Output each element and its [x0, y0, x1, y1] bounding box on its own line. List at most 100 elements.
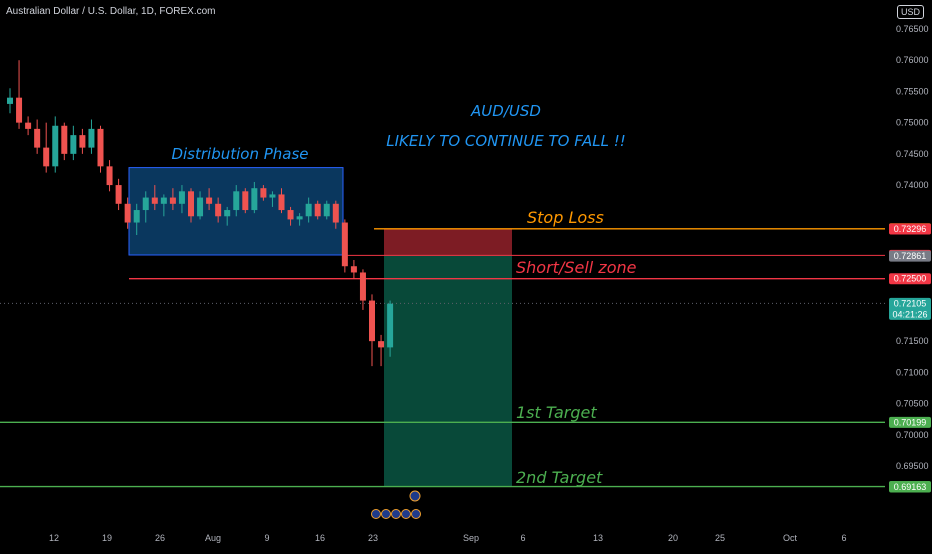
event-flag-icon[interactable] [409, 490, 421, 502]
candle-body[interactable] [79, 135, 86, 148]
x-tick-label: Oct [783, 533, 798, 543]
candle-body[interactable] [215, 203, 222, 217]
candle-body[interactable] [43, 147, 50, 167]
price-tag[interactable] [889, 297, 931, 320]
countdown-timer: 04:21:26 [892, 309, 927, 319]
x-tick-label: 12 [49, 533, 59, 543]
x-tick-label: 25 [715, 533, 725, 543]
candle-body[interactable] [169, 197, 176, 204]
stop-zone[interactable] [384, 228, 512, 256]
candle-body[interactable] [341, 222, 348, 267]
currency-badge[interactable]: USD [896, 5, 924, 19]
candle-body[interactable] [142, 197, 149, 211]
y-tick-label: 0.71000 [896, 367, 929, 377]
price-tag-value: 0.72105 [894, 298, 927, 308]
x-tick-label: 13 [593, 533, 603, 543]
price-tag[interactable] [889, 481, 931, 493]
candle-body[interactable] [25, 122, 32, 129]
x-tick-label: 26 [155, 533, 165, 543]
candle-body[interactable] [378, 341, 385, 348]
candle-body[interactable] [206, 197, 213, 204]
candle-body[interactable] [387, 303, 394, 348]
candle-body[interactable] [332, 203, 339, 223]
event-flag-icon[interactable] [411, 509, 421, 519]
candle-body[interactable] [197, 197, 204, 217]
candle-body[interactable] [296, 216, 303, 220]
candle-body[interactable] [314, 203, 321, 217]
x-tick-label: 20 [668, 533, 678, 543]
x-tick-label: Aug [205, 533, 221, 543]
candle-body[interactable] [151, 197, 158, 204]
price-tag[interactable] [889, 250, 931, 262]
candle-body[interactable] [269, 194, 276, 198]
candle-body[interactable] [260, 188, 267, 198]
sell-zone-label: Short/Sell zone [516, 258, 637, 277]
price-tag-value: 0.72861 [894, 251, 927, 261]
candle-body[interactable] [97, 128, 104, 167]
candle-body[interactable] [115, 185, 122, 204]
y-tick-label: 0.74500 [896, 149, 929, 159]
event-flag-icon[interactable] [401, 509, 411, 519]
candle-body[interactable] [70, 135, 77, 154]
y-tick-label: 0.70000 [896, 430, 929, 440]
candle-body[interactable] [88, 128, 95, 148]
price-tag-value: 0.70199 [894, 417, 927, 427]
candle-body[interactable] [61, 125, 68, 154]
candle-body[interactable] [224, 210, 231, 217]
price-tag[interactable] [889, 223, 931, 235]
x-tick-label: 23 [368, 533, 378, 543]
symbol-title: Australian Dollar / U.S. Dollar, 1D, FOR… [6, 6, 216, 17]
y-tick-label: 0.74000 [896, 180, 929, 190]
event-flag-icon[interactable] [381, 509, 391, 519]
candle-body[interactable] [16, 97, 23, 123]
candle-body[interactable] [124, 203, 131, 223]
x-tick-label: 9 [264, 533, 269, 543]
x-tick-label: 6 [520, 533, 525, 543]
x-tick-label: 19 [102, 533, 112, 543]
candle-body[interactable] [242, 191, 249, 211]
candle-body[interactable] [278, 194, 285, 211]
price-tag-value: 0.72500 [894, 274, 927, 284]
candle-body[interactable] [305, 203, 312, 217]
y-tick-label: 0.70500 [896, 399, 929, 409]
price-tag-value: 0.73296 [894, 224, 927, 234]
candle-body[interactable] [178, 191, 185, 204]
price-tag[interactable] [889, 273, 931, 285]
candle-body[interactable] [287, 210, 294, 220]
headline-pair: AUD/USD [470, 102, 541, 120]
x-tick-label: Sep [463, 533, 479, 543]
profit-zone[interactable] [384, 255, 512, 487]
candle-body[interactable] [52, 125, 59, 167]
candle-body[interactable] [233, 191, 240, 211]
y-tick-label: 0.76500 [896, 24, 929, 34]
candle-body[interactable] [251, 188, 258, 211]
event-flag-icon[interactable] [371, 509, 381, 519]
y-tick-label: 0.69500 [896, 461, 929, 471]
event-flag-icon[interactable] [391, 509, 401, 519]
candle-body[interactable] [133, 210, 140, 223]
price-tag[interactable] [889, 416, 931, 428]
headline-forecast: LIKELY TO CONTINUE TO FALL !! [386, 132, 625, 150]
candle-body[interactable] [323, 203, 330, 217]
candle-body[interactable] [34, 128, 41, 148]
second-target-label: 2nd Target [516, 468, 603, 487]
candle-body[interactable] [369, 300, 375, 342]
candle-body[interactable] [350, 266, 357, 273]
x-tick-label: 6 [841, 533, 846, 543]
stop-loss-label: Stop Loss [527, 208, 604, 227]
first-target-label: 1st Target [516, 403, 597, 422]
y-tick-label: 0.71500 [896, 336, 929, 346]
y-tick-label: 0.75000 [896, 118, 929, 128]
x-tick-label: 16 [315, 533, 325, 543]
candle-body[interactable] [7, 97, 13, 104]
candle-body[interactable] [106, 166, 113, 186]
candle-body[interactable] [160, 197, 167, 204]
price-tag-value: 0.69163 [894, 482, 927, 492]
y-tick-label: 0.75500 [896, 86, 929, 96]
candle-body[interactable] [188, 191, 194, 217]
candle-body[interactable] [359, 272, 366, 301]
y-tick-label: 0.76000 [896, 55, 929, 65]
distribution-phase-label: Distribution Phase [171, 145, 308, 163]
